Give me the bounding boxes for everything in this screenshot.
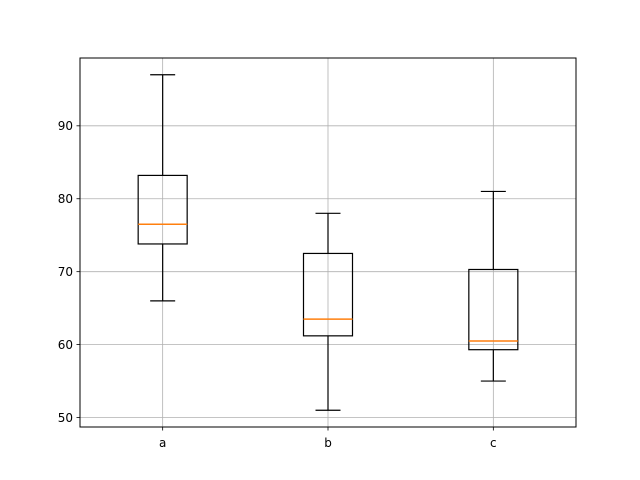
y-tick-label-50: 50	[58, 411, 73, 425]
box-group-c	[468, 190, 519, 382]
y-tick-label-90: 90	[58, 119, 73, 133]
box-layer	[137, 74, 519, 411]
axis-layer: 50 60 70 80 90 a b c	[58, 119, 497, 450]
box-a	[137, 174, 188, 245]
y-tick-label-60: 60	[58, 338, 73, 352]
box-c	[468, 268, 519, 351]
box-b	[302, 252, 354, 337]
box-group-a	[137, 74, 188, 302]
y-tick-label-80: 80	[58, 192, 73, 206]
box-group-b	[302, 212, 354, 411]
y-tick-label-70: 70	[58, 265, 73, 279]
x-tick-label-a: a	[159, 436, 166, 450]
x-tick-label-b: b	[324, 436, 332, 450]
x-tick-label-c: c	[490, 436, 497, 450]
